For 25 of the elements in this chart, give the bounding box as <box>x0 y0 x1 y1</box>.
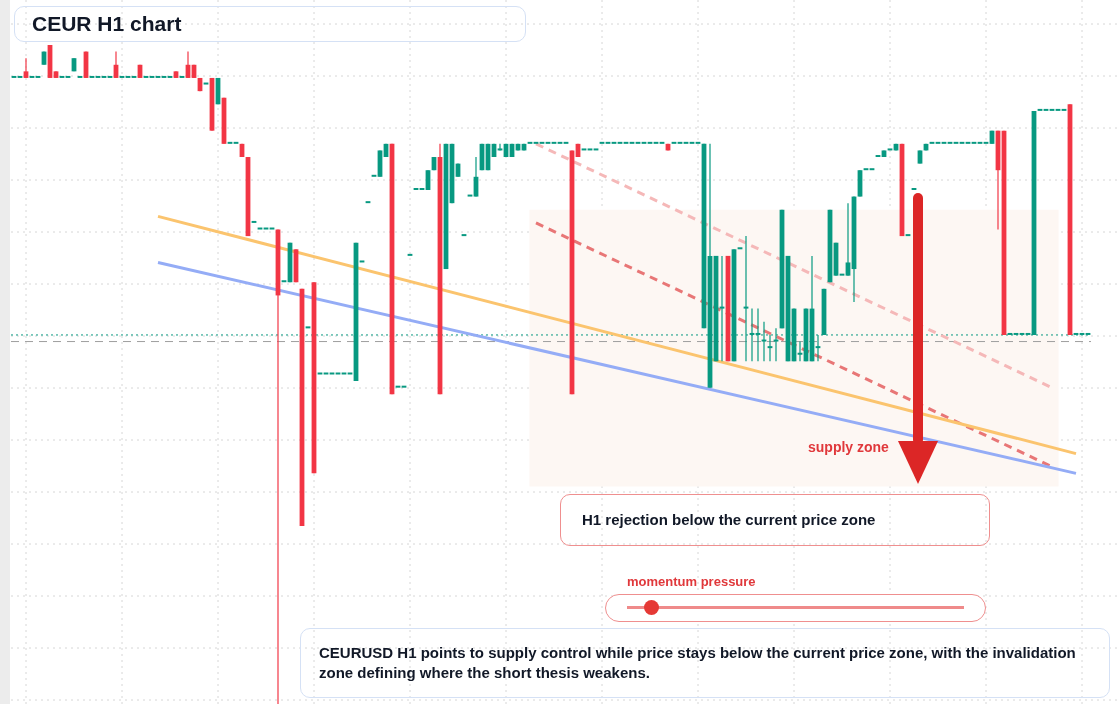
candlestick <box>491 143 497 158</box>
annotation: CEURUSD H1 points to supply control while price stays below the current price zone, with the invalidation zone defining where the short thesis weakens. <box>300 628 1110 698</box>
candlestick <box>299 288 305 527</box>
chart-title: CEUR H1 chart <box>14 6 526 42</box>
candlestick <box>779 209 785 329</box>
candlestick <box>503 143 509 158</box>
candlestick <box>443 143 449 270</box>
annotation: H1 rejection below the current price zone <box>560 494 990 546</box>
candlestick <box>827 209 833 283</box>
candlestick <box>197 77 203 92</box>
candlestick <box>215 77 221 105</box>
candlestick <box>485 143 491 171</box>
annotation: supply zone <box>808 439 889 455</box>
candlestick <box>899 143 905 237</box>
candlestick <box>287 242 293 283</box>
candlestick <box>701 143 707 329</box>
candlestick <box>389 143 395 395</box>
annotation: momentum pressure <box>627 574 756 589</box>
candlestick <box>449 143 455 204</box>
candlestick <box>239 143 245 158</box>
candlestick <box>725 255 731 362</box>
candlestick <box>575 143 581 158</box>
candlestick <box>479 143 485 171</box>
candlestick <box>383 143 389 158</box>
candlestick <box>509 143 515 158</box>
